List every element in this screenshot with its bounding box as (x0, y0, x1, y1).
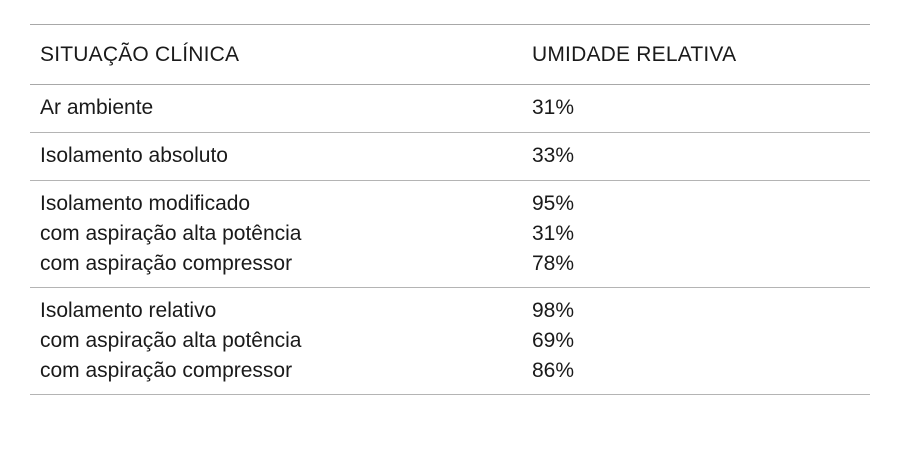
umidade-cell: 98% 69% 86% (526, 296, 870, 386)
table-header-row: SITUAÇÃO CLÍNICA UMIDADE RELATIVA (30, 25, 870, 85)
situacao-line: Ar ambiente (40, 96, 154, 119)
table-row: Ar ambiente 31% (30, 85, 870, 133)
umidade-value: 98% (532, 299, 575, 322)
umidade-value: 33% (532, 144, 575, 167)
situacao-line: Isolamento relativo (40, 299, 217, 322)
table-row: Isolamento modificado com aspiração alta… (30, 181, 870, 288)
situacao-line: com aspiração alta potência (40, 222, 302, 245)
umidade-value: 31% (532, 222, 575, 245)
situacao-cell: Ar ambiente (30, 93, 526, 132)
situacao-cell: Isolamento modificado com aspiração alta… (30, 189, 526, 279)
header-situacao-clinica: SITUAÇÃO CLÍNICA (40, 42, 240, 66)
umidade-cell: 95% 31% 78% (526, 189, 870, 279)
situacao-cell: Isolamento relativo com aspiração alta p… (30, 296, 526, 386)
humidity-table: SITUAÇÃO CLÍNICA UMIDADE RELATIVA Ar amb… (30, 24, 870, 395)
table-row: Isolamento absoluto 33% (30, 133, 870, 181)
situacao-line: com aspiração compressor (40, 359, 293, 382)
umidade-value: 78% (532, 252, 575, 275)
table-top-rule (30, 24, 870, 25)
umidade-value: 86% (532, 359, 575, 382)
situacao-line: com aspiração compressor (40, 252, 293, 275)
umidade-value: 69% (532, 329, 575, 352)
header-umidade-relativa: UMIDADE RELATIVA (532, 42, 737, 66)
situacao-line: Isolamento modificado (40, 192, 251, 215)
situacao-line: Isolamento absoluto (40, 144, 228, 167)
umidade-value: 95% (532, 192, 575, 215)
umidade-cell: 33% (526, 141, 870, 180)
table-row: Isolamento relativo com aspiração alta p… (30, 288, 870, 395)
situacao-cell: Isolamento absoluto (30, 141, 526, 180)
umidade-cell: 31% (526, 93, 870, 132)
umidade-value: 31% (532, 96, 575, 119)
situacao-line: com aspiração alta potência (40, 329, 302, 352)
